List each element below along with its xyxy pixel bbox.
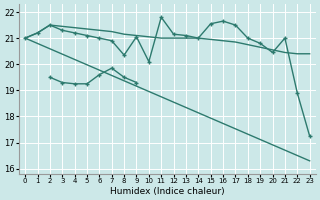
X-axis label: Humidex (Indice chaleur): Humidex (Indice chaleur) <box>110 187 225 196</box>
